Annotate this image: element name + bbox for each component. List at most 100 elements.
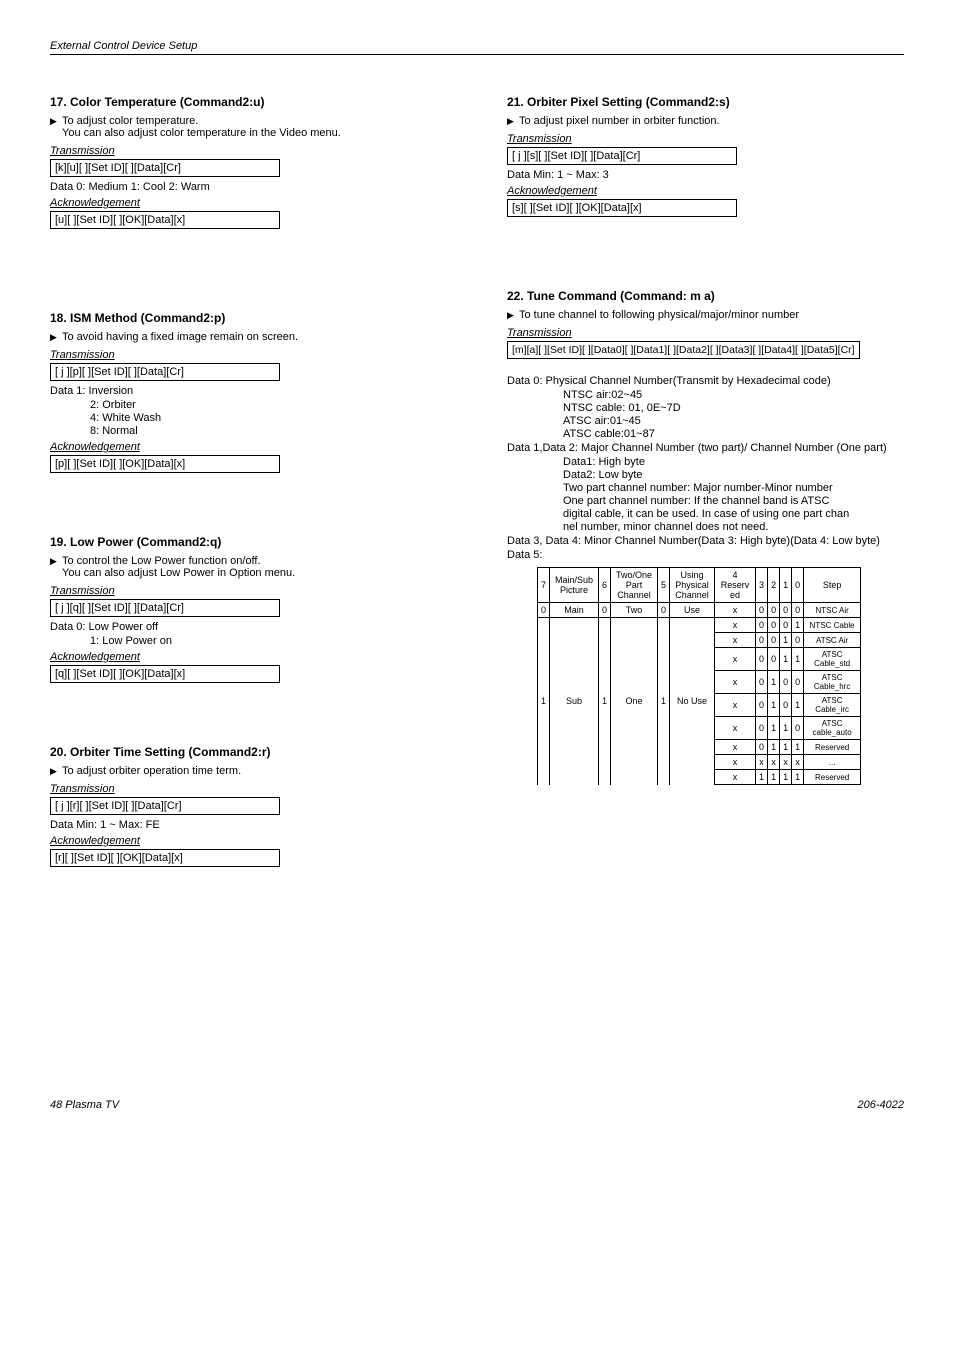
transmission-cmd: [ j ][p][ ][Set ID][ ][Data][Cr] xyxy=(50,363,280,381)
data-line: Data 0: Low Power off xyxy=(50,621,447,633)
td: 0 xyxy=(756,603,768,618)
td: One xyxy=(611,618,658,785)
td: 0 xyxy=(780,694,792,717)
transmission-cmd: [k][u][ ][Set ID][ ][Data][Cr] xyxy=(50,159,280,177)
data-line: Data 0: Physical Channel Number(Transmit… xyxy=(507,375,904,387)
td: Two xyxy=(611,603,658,618)
ack-cmd: [u][ ][Set ID][ ][OK][Data][x] xyxy=(50,211,280,229)
data-line: 1: Low Power on xyxy=(50,635,447,647)
data-line: One part channel number: If the channel … xyxy=(507,495,904,507)
data-line: ATSC air:01~45 xyxy=(507,415,904,427)
td: ... xyxy=(804,755,861,770)
data-line: digital cable, it can be used. In case o… xyxy=(507,508,904,520)
td: 1 xyxy=(792,770,804,785)
transmission-cmd: [ j ][r][ ][Set ID][ ][Data][Cr] xyxy=(50,797,280,815)
transmission-label: Transmission xyxy=(50,145,447,157)
td: 0 xyxy=(768,648,780,671)
td: x xyxy=(715,648,756,671)
th: 1 xyxy=(780,568,792,603)
data-line: nel number, minor channel does not need. xyxy=(507,521,904,533)
section-title: 18. ISM Method (Command2:p) xyxy=(50,311,447,325)
th: Using Physical Channel xyxy=(670,568,715,603)
transmission-label: Transmission xyxy=(50,783,447,795)
td: x xyxy=(715,755,756,770)
section-18: 18. ISM Method (Command2:p) To avoid hav… xyxy=(50,311,447,475)
td: 0 xyxy=(538,603,550,618)
section-title: 19. Low Power (Command2:q) xyxy=(50,535,447,549)
td: 0 xyxy=(768,603,780,618)
th: Step xyxy=(804,568,861,603)
section-desc: To adjust pixel number in orbiter functi… xyxy=(507,115,904,127)
td: 1 xyxy=(538,618,550,785)
data-line: Data 3, Data 4: Minor Channel Number(Dat… xyxy=(507,535,904,547)
td: 1 xyxy=(780,717,792,740)
td: x xyxy=(792,755,804,770)
td: 0 xyxy=(780,603,792,618)
td: 1 xyxy=(792,740,804,755)
td: x xyxy=(715,694,756,717)
th: Two/One Part Channel xyxy=(611,568,658,603)
ack-label: Acknowledgement xyxy=(50,441,447,453)
td: Use xyxy=(670,603,715,618)
td: ATSC cable_auto xyxy=(804,717,861,740)
data-line: NTSC cable: 01, 0E~7D xyxy=(507,402,904,414)
data-line: Data Min: 1 ~ Max: 3 xyxy=(507,169,904,181)
footer: 48 Plasma TV 206-4022 xyxy=(50,1099,904,1111)
td: 0 xyxy=(768,618,780,633)
ack-label: Acknowledgement xyxy=(507,185,904,197)
td: 1 xyxy=(768,740,780,755)
th: 4 Reserv ed xyxy=(715,568,756,603)
ack-label: Acknowledgement xyxy=(50,651,447,663)
td: 1 xyxy=(780,740,792,755)
th: 3 xyxy=(756,568,768,603)
td: ATSC Cable_hrc xyxy=(804,671,861,694)
ack-cmd: [s][ ][Set ID][ ][OK][Data][x] xyxy=(507,199,737,217)
td: 1 xyxy=(792,694,804,717)
td: x xyxy=(780,755,792,770)
data-line: Data Min: 1 ~ Max: FE xyxy=(50,819,447,831)
data-line: Data2: Low byte xyxy=(507,469,904,481)
th: 2 xyxy=(768,568,780,603)
th: 7 xyxy=(538,568,550,603)
th: 5 xyxy=(658,568,670,603)
th: 6 xyxy=(599,568,611,603)
td: 0 xyxy=(756,618,768,633)
td: 0 xyxy=(780,671,792,694)
td: 0 xyxy=(599,603,611,618)
td: 1 xyxy=(768,671,780,694)
td: 1 xyxy=(658,618,670,785)
table-row: 0Main0Two0Usex0000NTSC Air xyxy=(538,603,861,618)
transmission-cmd: [m][a][ ][Set ID][ ][Data0][ ][Data1][ ]… xyxy=(507,341,860,359)
td: x xyxy=(715,603,756,618)
ack-cmd: [p][ ][Set ID][ ][OK][Data][x] xyxy=(50,455,280,473)
data-line: 8: Normal xyxy=(50,425,447,437)
td: 0 xyxy=(756,717,768,740)
td: Reserved xyxy=(804,740,861,755)
td: 0 xyxy=(768,633,780,648)
td: Main xyxy=(550,603,599,618)
content-columns: 17. Color Temperature (Command2:u) To ad… xyxy=(50,95,904,919)
td: x xyxy=(715,618,756,633)
section-desc: To adjust color temperature. You can als… xyxy=(50,115,447,139)
section-title: 21. Orbiter Pixel Setting (Command2:s) xyxy=(507,95,904,109)
td: 0 xyxy=(792,671,804,694)
transmission-label: Transmission xyxy=(507,327,904,339)
data-line: 2: Orbiter xyxy=(50,399,447,411)
data5-table: 7 Main/Sub Picture 6 Two/One Part Channe… xyxy=(537,567,861,785)
td: 0 xyxy=(756,648,768,671)
td: 1 xyxy=(768,770,780,785)
section-title: 17. Color Temperature (Command2:u) xyxy=(50,95,447,109)
td: x xyxy=(715,717,756,740)
data-line: ATSC cable:01~87 xyxy=(507,428,904,440)
td: 0 xyxy=(792,717,804,740)
td: ATSC Cable_std xyxy=(804,648,861,671)
td: 0 xyxy=(756,671,768,694)
footer-left: 48 Plasma TV xyxy=(50,1099,119,1111)
td: x xyxy=(715,740,756,755)
data-line: Data 0: Medium 1: Cool 2: Warm xyxy=(50,181,447,193)
section-desc: To avoid having a fixed image remain on … xyxy=(50,331,447,343)
section-desc: To control the Low Power function on/off… xyxy=(50,555,447,579)
td: 1 xyxy=(792,648,804,671)
td: NTSC Air xyxy=(804,603,861,618)
td: 0 xyxy=(658,603,670,618)
